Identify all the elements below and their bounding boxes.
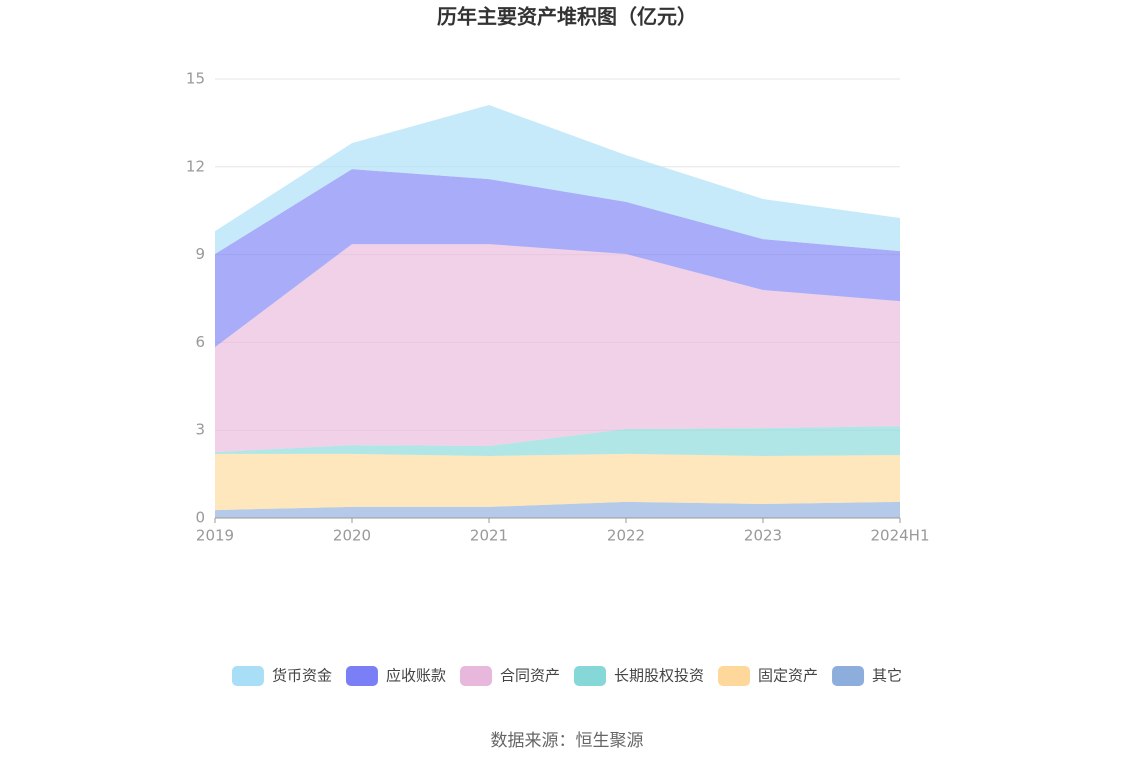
legend-swatch bbox=[231, 666, 264, 686]
area bbox=[215, 244, 900, 453]
legend-label: 合同资产 bbox=[500, 667, 560, 685]
legend-swatch bbox=[574, 666, 606, 686]
legend-swatch bbox=[459, 666, 492, 686]
y-tick-label: 15 bbox=[186, 70, 205, 88]
y-tick-label: 12 bbox=[186, 157, 205, 175]
legend-label: 其它 bbox=[872, 667, 902, 685]
x-tick-label: 2019 bbox=[196, 527, 234, 545]
area bbox=[215, 453, 900, 511]
legend-label: 货币资金 bbox=[272, 667, 332, 685]
area bbox=[215, 426, 900, 456]
y-tick-label: 3 bbox=[195, 421, 205, 439]
legend-swatch bbox=[718, 666, 751, 686]
x-tick-label: 2021 bbox=[470, 527, 508, 545]
legend-swatch bbox=[832, 666, 865, 686]
x-tick-label: 2022 bbox=[607, 527, 645, 545]
source-note: 数据来源：恒生聚源 bbox=[491, 731, 644, 751]
area bbox=[215, 169, 900, 348]
y-tick-label: 9 bbox=[195, 245, 205, 263]
x-tick-label: 2024H1 bbox=[871, 527, 930, 545]
area bbox=[215, 501, 900, 518]
chart-title: 历年主要资产堆积图（亿元） bbox=[437, 5, 697, 29]
legend-label: 长期股权投资 bbox=[614, 667, 704, 685]
legend-label: 应收账款 bbox=[386, 667, 446, 685]
legend-swatch bbox=[345, 666, 378, 686]
y-tick-label: 6 bbox=[195, 333, 205, 351]
x-tick-label: 2020 bbox=[333, 527, 371, 545]
y-tick-label: 0 bbox=[195, 509, 205, 527]
x-tick-label: 2023 bbox=[744, 527, 782, 545]
legend-label: 固定资产 bbox=[758, 667, 818, 685]
legend: 货币资金 应收账款 合同资产 长期股权投资 固定资产 其它 bbox=[231, 666, 902, 686]
area bbox=[215, 105, 900, 255]
